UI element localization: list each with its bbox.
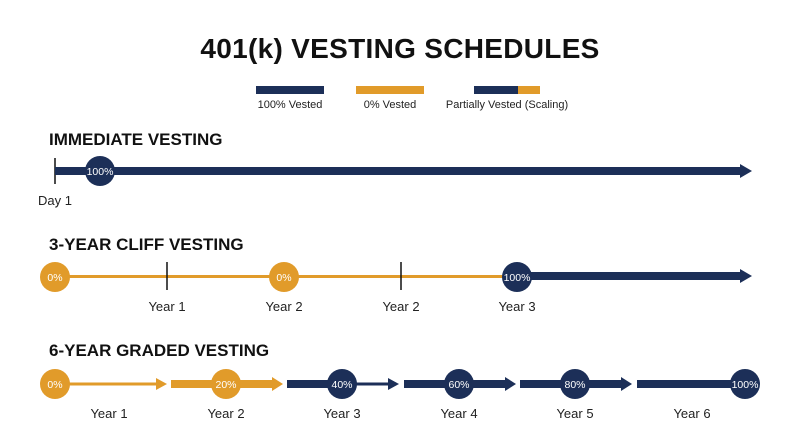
graded-segment-6 xyxy=(637,380,745,388)
cliff-badge-1 xyxy=(269,262,299,292)
graded-badge-5-label: 100% xyxy=(732,379,759,391)
cliff-label-4: Year 3 xyxy=(498,299,536,314)
cliff-label-2: Year 2 xyxy=(265,299,303,314)
graded-arrow-1 xyxy=(156,378,167,390)
legend-label-vested: 100% Vested xyxy=(257,99,323,111)
graded-label-5: Year 5 xyxy=(556,406,594,421)
page-title: 401(k) VESTING SCHEDULES xyxy=(200,33,600,64)
cliff-arrowhead xyxy=(740,269,752,283)
graded-badge-2-label: 40% xyxy=(331,379,352,391)
cliff-label-3: Year 2 xyxy=(382,299,420,314)
graded-label-3: Year 3 xyxy=(323,406,361,421)
cliff-badge-0-label: 0% xyxy=(47,272,62,284)
immediate-day-label: Day 1 xyxy=(38,193,72,208)
immediate-badge-label: 100% xyxy=(87,166,114,178)
cliff-badge-2-label: 100% xyxy=(504,272,531,284)
graded-arrow-3 xyxy=(388,378,399,390)
graded-badge-1 xyxy=(211,369,241,399)
legend-swatch-partial-unvested xyxy=(518,86,540,94)
graded-label-4: Year 4 xyxy=(440,406,478,421)
legend-label-partial: Partially Vested (Scaling) xyxy=(445,99,569,111)
cliff-badge-0 xyxy=(40,262,70,292)
graded-arrow-5 xyxy=(621,377,632,391)
graded-arrow-2 xyxy=(272,377,283,391)
cliff-timeline: 0% 0% 100% xyxy=(40,262,752,292)
cliff-vested-bar xyxy=(517,272,743,280)
graded-badge-4-label: 80% xyxy=(564,379,585,391)
graded-badge-1-label: 20% xyxy=(215,379,236,391)
immediate-arrowhead xyxy=(740,164,752,178)
legend-swatch-unvested xyxy=(356,86,424,94)
graded-timeline: 0% 20% 40% 60% 80% 100% xyxy=(40,369,760,399)
immediate-timeline: 100% xyxy=(54,156,752,186)
graded-vesting-title: 6-YEAR GRADED VESTING xyxy=(49,341,270,360)
immediate-vesting-title: IMMEDIATE VESTING xyxy=(49,130,223,149)
graded-segment-3a xyxy=(287,380,337,388)
immediate-bar xyxy=(55,167,743,175)
graded-label-2: Year 2 xyxy=(207,406,245,421)
graded-badge-0 xyxy=(40,369,70,399)
cliff-vesting-title: 3-YEAR CLIFF VESTING xyxy=(49,235,244,254)
cliff-label-1: Year 1 xyxy=(148,299,186,314)
cliff-badge-2 xyxy=(502,262,532,292)
graded-badge-0-label: 0% xyxy=(47,379,62,391)
immediate-badge xyxy=(85,156,115,186)
graded-badge-5 xyxy=(730,369,760,399)
graded-badge-4 xyxy=(560,369,590,399)
legend-swatch-partial-vested xyxy=(474,86,518,94)
graded-badge-3-label: 60% xyxy=(448,379,469,391)
graded-label-1: Year 1 xyxy=(90,406,128,421)
legend-swatch-vested xyxy=(256,86,324,94)
cliff-badge-1-label: 0% xyxy=(276,272,291,284)
graded-arrow-4 xyxy=(505,377,516,391)
graded-badge-2 xyxy=(327,369,357,399)
legend-label-unvested: 0% Vested xyxy=(363,99,417,111)
graded-label-6: Year 6 xyxy=(673,406,711,421)
graded-badge-3 xyxy=(444,369,474,399)
